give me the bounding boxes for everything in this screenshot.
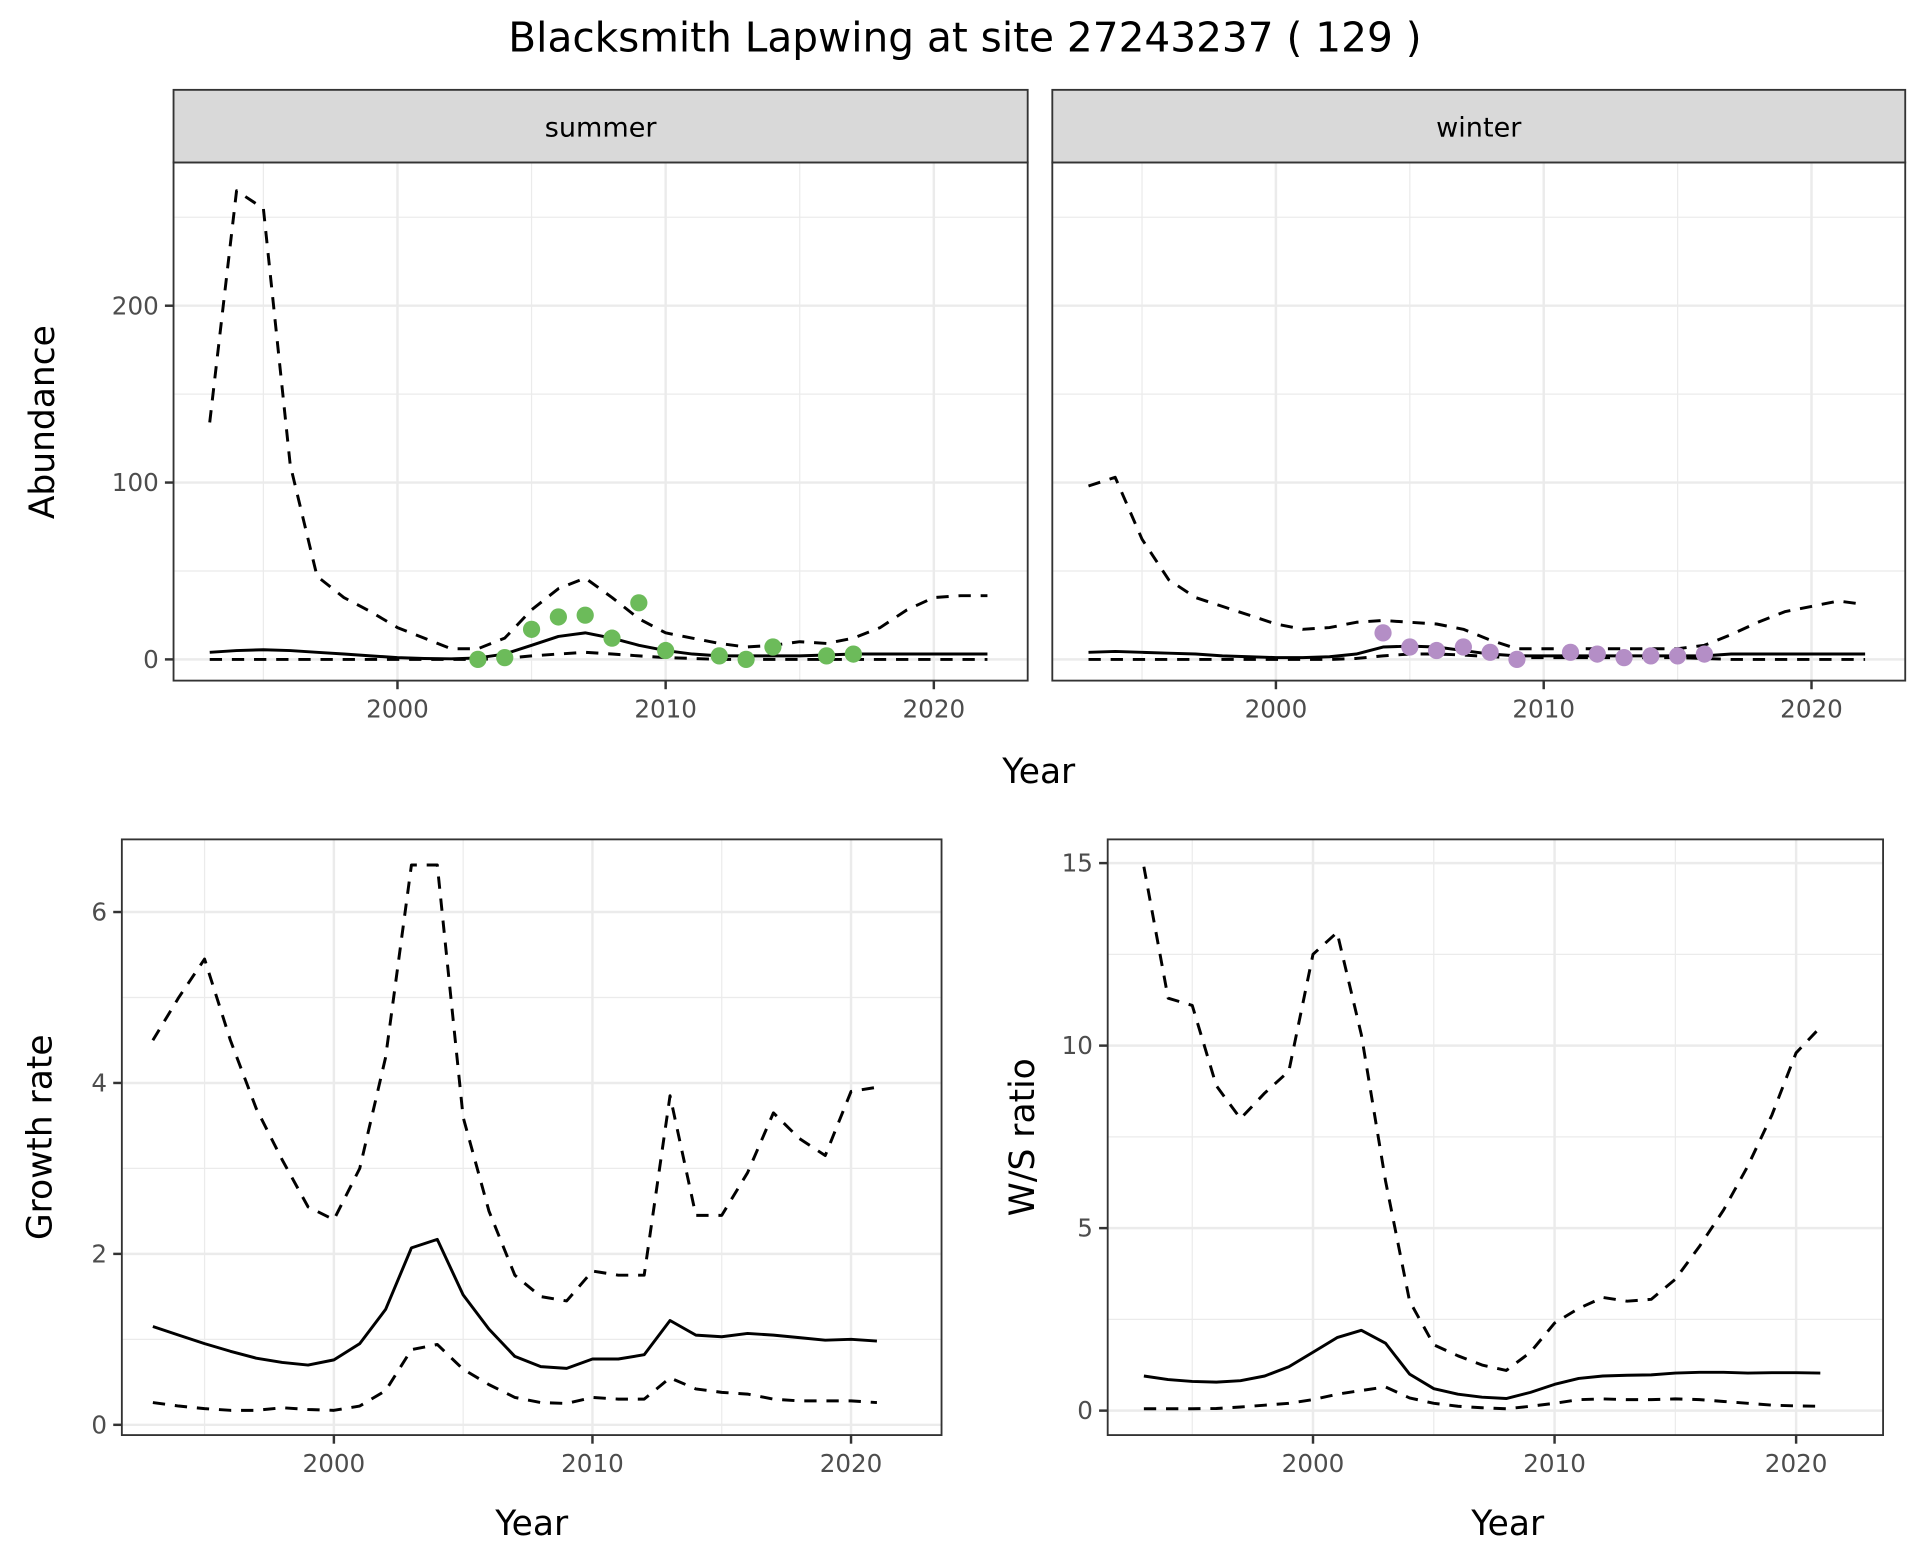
data-point bbox=[576, 606, 594, 624]
x-tick-label: 2020 bbox=[1780, 695, 1843, 724]
data-point bbox=[817, 647, 836, 665]
series-line-mean bbox=[209, 631, 988, 661]
winter-panel: 2000 2010 2020 winter bbox=[1051, 88, 1907, 724]
ws-x-axis-label: Year bbox=[1470, 1504, 1545, 1544]
x-tick-label: 2000 bbox=[303, 1449, 366, 1478]
x-tick-label: 2010 bbox=[1512, 695, 1575, 724]
data-point bbox=[657, 641, 675, 660]
growth-panel: 2000 2010 2020 0 2 4 6 bbox=[91, 838, 943, 1478]
y-tick-label: 6 bbox=[91, 898, 107, 927]
x-tick-label: 2010 bbox=[561, 1449, 624, 1478]
series-line-lower bbox=[1088, 652, 1866, 661]
y-tick-label: 15 bbox=[1062, 849, 1093, 878]
series-line-mean bbox=[1143, 1328, 1821, 1401]
y-tick-label: 100 bbox=[112, 468, 159, 497]
y-tick-label: 4 bbox=[91, 1069, 107, 1098]
panel-border bbox=[1051, 161, 1907, 682]
series-line-upper bbox=[208, 189, 988, 651]
data-point bbox=[1588, 645, 1606, 663]
series-line-mean bbox=[152, 1237, 878, 1370]
panel-border bbox=[120, 838, 943, 1436]
y-tick-label: 0 bbox=[91, 1410, 107, 1439]
y-tick-label: 5 bbox=[1077, 1214, 1093, 1243]
panel-border bbox=[172, 161, 1029, 682]
facet-strip-label: winter bbox=[1436, 113, 1522, 144]
panel-border bbox=[1106, 838, 1884, 1436]
series-line-upper bbox=[1142, 866, 1822, 1372]
data-point bbox=[844, 645, 862, 663]
ws-panel: 2000 2010 2020 0 5 10 15 bbox=[1062, 838, 1884, 1478]
series-line-upper bbox=[1088, 475, 1866, 651]
data-point bbox=[1695, 645, 1714, 663]
data-point bbox=[1668, 647, 1687, 665]
data-point bbox=[710, 647, 728, 665]
x-tick-label: 2000 bbox=[1282, 1449, 1345, 1478]
series-line-lower bbox=[152, 1343, 878, 1412]
facet-strip bbox=[1051, 88, 1907, 164]
data-point bbox=[522, 620, 541, 638]
series-line-upper bbox=[151, 863, 878, 1303]
y-tick-label: 200 bbox=[112, 291, 159, 320]
series-line-lower bbox=[1143, 1385, 1821, 1411]
y-tick-label: 2 bbox=[91, 1240, 107, 1269]
summer-panel: 2000 2010 2020 0 100 200 summer bbox=[112, 88, 1029, 724]
facet-strip-label: summer bbox=[545, 113, 658, 144]
x-tick-label: 2000 bbox=[1245, 695, 1308, 724]
growth-x-axis-label: Year bbox=[494, 1504, 569, 1544]
growth-y-axis-label: Growth rate bbox=[21, 1034, 61, 1240]
data-point bbox=[1615, 649, 1633, 667]
y-tick-label: 10 bbox=[1062, 1031, 1093, 1060]
data-point bbox=[1374, 624, 1392, 642]
top-x-axis-label: Year bbox=[1001, 752, 1076, 792]
data-point bbox=[737, 650, 755, 669]
x-tick-label: 2010 bbox=[1523, 1449, 1586, 1478]
x-tick-label: 2020 bbox=[820, 1449, 883, 1478]
data-point bbox=[1508, 650, 1526, 669]
data-point bbox=[764, 638, 782, 656]
data-point bbox=[469, 650, 487, 669]
data-point bbox=[549, 608, 567, 626]
x-tick-label: 2020 bbox=[903, 695, 966, 724]
data-point bbox=[630, 594, 648, 612]
data-point bbox=[603, 629, 621, 647]
top-y-axis-label: Abundance bbox=[23, 325, 63, 519]
y-tick-label: 0 bbox=[143, 645, 159, 674]
data-point bbox=[1481, 643, 1499, 661]
ws-y-axis-label: W/S ratio bbox=[1003, 1058, 1043, 1216]
data-point bbox=[1427, 641, 1446, 660]
data-point bbox=[1642, 647, 1660, 665]
data-point bbox=[1561, 643, 1580, 661]
facet-strip bbox=[172, 88, 1029, 164]
x-tick-label: 2020 bbox=[1765, 1449, 1828, 1478]
y-tick-label: 0 bbox=[1077, 1396, 1093, 1425]
data-point bbox=[1401, 638, 1419, 656]
series-line-mean bbox=[1088, 644, 1866, 660]
data-point bbox=[1454, 638, 1472, 656]
x-tick-label: 2000 bbox=[366, 695, 429, 724]
data-point bbox=[496, 649, 514, 667]
chart-title: Blacksmith Lapwing at site 27243237 ( 12… bbox=[508, 14, 1421, 62]
x-tick-label: 2010 bbox=[634, 695, 697, 724]
